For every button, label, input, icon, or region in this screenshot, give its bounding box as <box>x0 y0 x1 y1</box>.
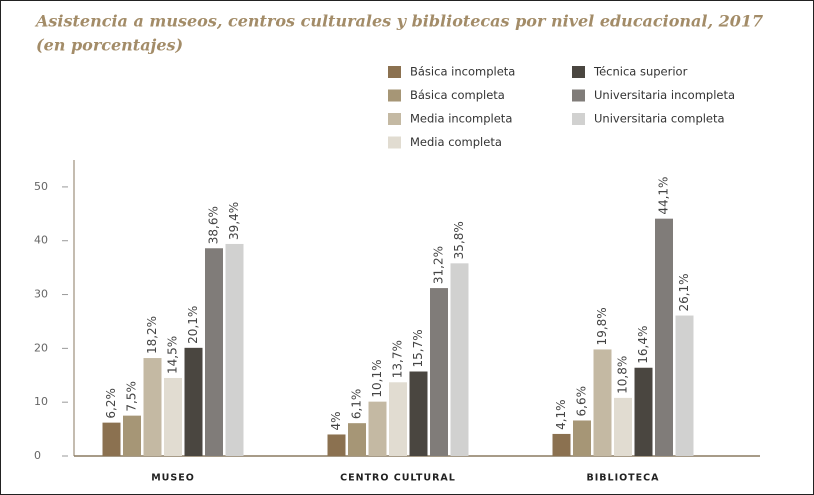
value-label: 20,1% <box>186 306 200 344</box>
bar <box>675 315 694 456</box>
bar <box>634 367 653 456</box>
y-tick-label: 10 <box>34 395 48 408</box>
legend-label: Universitaria completa <box>594 112 725 126</box>
bar <box>327 434 346 456</box>
legend-label: Media completa <box>410 135 502 149</box>
legend-swatch <box>388 89 401 102</box>
legend-swatch <box>572 89 585 102</box>
value-label: 39,4% <box>227 202 241 240</box>
legend-label: Media incompleta <box>410 112 512 126</box>
value-label: 38,6% <box>207 206 221 244</box>
x-tick-label: BIBLIOTECA <box>587 473 660 484</box>
value-label: 15,7% <box>411 329 425 367</box>
value-label: 4,1% <box>554 399 568 430</box>
bar <box>450 263 469 456</box>
legend-swatch <box>388 136 401 149</box>
value-label: 6,6% <box>575 386 589 417</box>
value-label: 10,1% <box>370 360 384 398</box>
chart-title: Asistencia a museos, centros culturales … <box>34 12 763 31</box>
bar <box>409 371 428 456</box>
value-label: 18,2% <box>145 316 159 354</box>
value-label: 16,4% <box>636 326 650 364</box>
value-label: 4% <box>329 411 343 430</box>
bar <box>143 358 162 456</box>
bar <box>368 401 387 456</box>
bar <box>123 415 141 456</box>
legend-label: Universitaria incompleta <box>594 88 735 102</box>
y-tick-label: 40 <box>34 234 48 247</box>
bar <box>102 422 121 456</box>
value-label: 31,2% <box>432 246 446 284</box>
legend-swatch <box>388 66 401 78</box>
bar <box>573 420 591 456</box>
bar <box>593 349 612 456</box>
x-tick-label: CENTRO CULTURAL <box>340 473 456 484</box>
bar <box>348 423 366 456</box>
value-label: 35,8% <box>452 221 466 259</box>
value-label: 26,1% <box>677 273 691 311</box>
bar <box>225 243 244 456</box>
legend-label: Básica completa <box>410 88 505 102</box>
legend-swatch <box>572 113 585 125</box>
value-label: 10,8% <box>616 356 630 394</box>
bar <box>614 397 632 456</box>
value-label: 6,1% <box>350 389 364 420</box>
x-tick-label: MUSEO <box>151 473 195 484</box>
value-label: 6,2% <box>104 388 118 419</box>
legend-swatch <box>388 113 401 125</box>
legend-label: Básica incompleta <box>410 65 515 79</box>
value-label: 19,8% <box>595 307 609 345</box>
legend-swatch <box>572 66 585 78</box>
bar <box>430 288 448 456</box>
legend-label: Técnica superior <box>593 65 688 79</box>
bar <box>164 377 182 456</box>
bar <box>552 433 571 456</box>
y-tick-label: 0 <box>34 449 41 462</box>
y-tick-label: 30 <box>34 288 48 301</box>
value-label: 14,5% <box>166 336 180 374</box>
bar <box>184 347 203 456</box>
y-tick-label: 50 <box>34 180 48 193</box>
value-label: 13,7% <box>391 340 405 378</box>
bar <box>655 218 673 456</box>
bar <box>389 382 407 456</box>
value-label: 7,5% <box>125 381 139 412</box>
chart-subtitle: (en porcentajes) <box>36 36 183 55</box>
y-tick-label: 20 <box>34 341 48 354</box>
bar <box>205 248 223 456</box>
value-label: 44,1% <box>657 177 671 215</box>
